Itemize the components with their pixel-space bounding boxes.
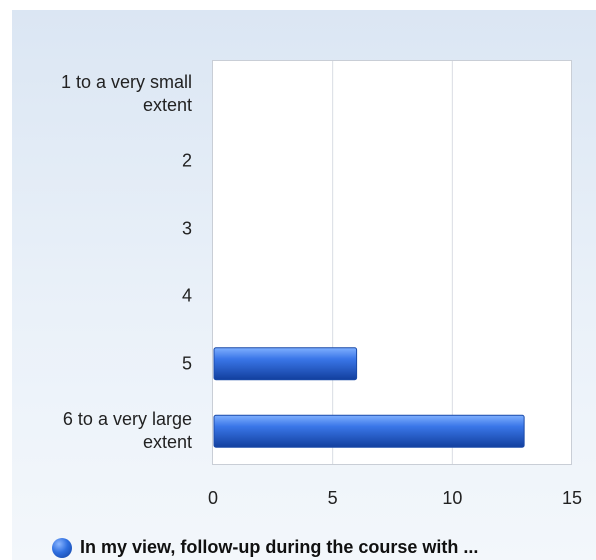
x-tick-label: 10 [442, 488, 463, 508]
category-label-line: 6 to a very large [62, 409, 192, 430]
bar-5 [213, 414, 525, 448]
category-label-1: 2 [2, 150, 192, 173]
bar-4 [213, 347, 358, 381]
category-label-line: 5 [181, 353, 192, 374]
category-label-4: 5 [2, 352, 192, 375]
x-tick-label: 0 [207, 488, 218, 508]
category-label-line: 3 [181, 218, 192, 239]
category-label-line: 1 to a very small [60, 71, 192, 92]
category-label-line: extent [142, 432, 192, 453]
category-label-5: 6 to a very large extent [2, 408, 192, 454]
legend-marker-icon [52, 537, 72, 558]
category-label-line: 4 [181, 285, 192, 306]
category-label-3: 4 [2, 285, 192, 308]
legend-label: In my view, follow-up during the course … [80, 537, 479, 557]
x-tick-label: 15 [561, 488, 583, 508]
category-label-line: 2 [181, 150, 192, 171]
legend: In my view, follow-up during the course … [52, 537, 478, 558]
category-label-line: extent [142, 94, 192, 115]
category-label-2: 3 [2, 217, 192, 240]
plot-area [212, 60, 572, 465]
category-label-0: 1 to a very small extent [2, 71, 192, 117]
x-tick-label: 5 [327, 488, 338, 508]
